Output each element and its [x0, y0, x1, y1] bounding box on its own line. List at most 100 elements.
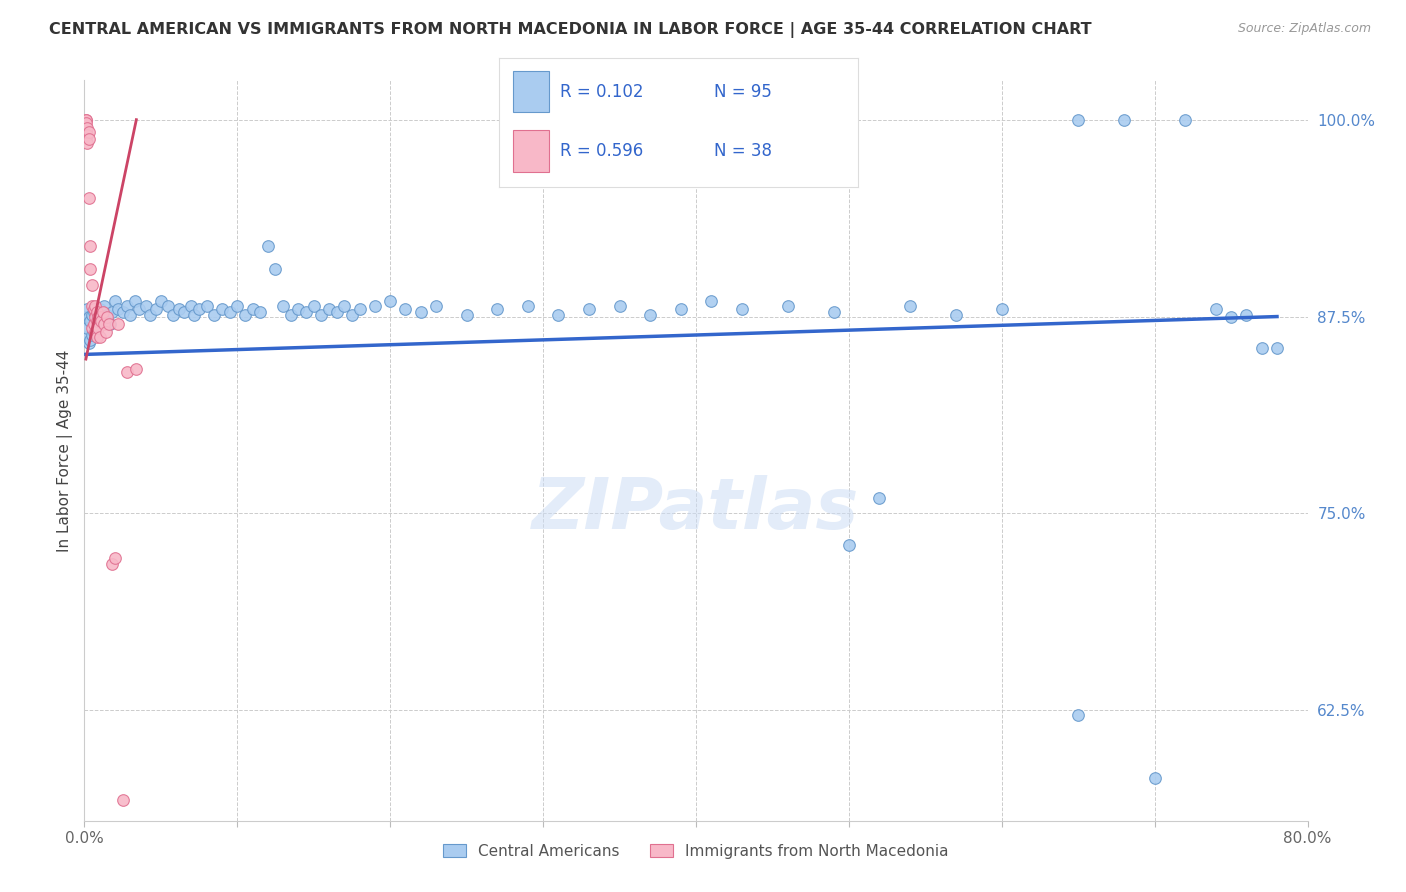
- Point: [75, 112, 97, 127]
- Text: Source: ZipAtlas.com: Source: ZipAtlas.com: [1237, 22, 1371, 36]
- Point: [83, 326, 105, 340]
- Point: [90, 314, 112, 328]
- Point: [183, 308, 205, 322]
- Point: [318, 301, 340, 316]
- Point: [638, 308, 661, 322]
- Point: [96, 308, 118, 322]
- Text: N = 38: N = 38: [714, 142, 772, 160]
- Point: [869, 491, 891, 505]
- Point: [776, 299, 799, 313]
- Point: [340, 308, 363, 322]
- Text: ZIPatlas: ZIPatlas: [533, 475, 859, 544]
- Point: [79, 238, 101, 252]
- Point: [111, 793, 134, 807]
- Point: [162, 308, 184, 322]
- Point: [79, 333, 101, 347]
- Point: [609, 299, 631, 313]
- Point: [242, 301, 264, 316]
- Point: [80, 328, 103, 343]
- Point: [75, 116, 97, 130]
- Point: [669, 301, 692, 316]
- Point: [456, 308, 478, 322]
- Point: [991, 301, 1014, 316]
- Point: [578, 301, 600, 316]
- Point: [98, 318, 121, 332]
- Point: [77, 310, 100, 324]
- Point: [1067, 112, 1090, 127]
- Point: [1250, 341, 1272, 355]
- Point: [325, 305, 347, 319]
- Point: [271, 299, 294, 313]
- Point: [547, 308, 569, 322]
- Point: [75, 112, 97, 127]
- Point: [218, 305, 240, 319]
- Point: [91, 305, 114, 319]
- Point: [86, 330, 108, 344]
- Point: [107, 318, 129, 332]
- Point: [211, 301, 233, 316]
- Point: [87, 320, 110, 334]
- Point: [87, 310, 110, 324]
- Text: N = 95: N = 95: [714, 83, 772, 101]
- Point: [111, 305, 134, 319]
- Point: [77, 191, 100, 205]
- Point: [128, 301, 150, 316]
- Point: [96, 310, 118, 324]
- Point: [823, 305, 845, 319]
- Point: [1236, 308, 1258, 322]
- Point: [264, 262, 287, 277]
- Point: [180, 299, 202, 313]
- Bar: [513, 71, 550, 112]
- Point: [945, 308, 967, 322]
- Point: [80, 308, 103, 322]
- Point: [84, 318, 107, 332]
- Point: [188, 301, 211, 316]
- Point: [486, 301, 509, 316]
- Point: [93, 299, 115, 313]
- Point: [838, 538, 860, 552]
- Y-axis label: In Labor Force | Age 35-44: In Labor Force | Age 35-44: [58, 350, 73, 551]
- Point: [394, 301, 416, 316]
- Point: [84, 299, 107, 313]
- Point: [425, 299, 447, 313]
- Point: [79, 314, 101, 328]
- Point: [120, 308, 142, 322]
- Point: [76, 301, 98, 316]
- Point: [80, 278, 103, 293]
- Point: [89, 318, 111, 332]
- Point: [89, 330, 111, 344]
- Point: [84, 326, 107, 340]
- Point: [202, 308, 225, 322]
- Point: [115, 365, 138, 379]
- Point: [1143, 771, 1166, 785]
- Point: [700, 293, 723, 308]
- Point: [86, 314, 108, 328]
- Point: [302, 299, 325, 313]
- Point: [349, 301, 371, 316]
- Point: [280, 308, 302, 322]
- Point: [125, 361, 148, 376]
- Point: [173, 305, 195, 319]
- Point: [75, 310, 97, 324]
- Point: [409, 305, 432, 319]
- Legend: Central Americans, Immigrants from North Macedonia: Central Americans, Immigrants from North…: [437, 838, 955, 865]
- Point: [139, 308, 162, 322]
- Point: [101, 557, 124, 571]
- Point: [1174, 112, 1197, 127]
- Point: [83, 301, 105, 316]
- Point: [76, 136, 98, 151]
- Point: [295, 305, 318, 319]
- Point: [1114, 112, 1136, 127]
- Point: [149, 293, 172, 308]
- Point: [167, 301, 190, 316]
- Point: [249, 305, 271, 319]
- Point: [1067, 708, 1090, 723]
- Point: [77, 336, 100, 351]
- Point: [195, 299, 218, 313]
- Point: [135, 299, 157, 313]
- Point: [76, 128, 98, 143]
- Point: [107, 301, 129, 316]
- Point: [1220, 310, 1243, 324]
- Point: [311, 308, 333, 322]
- Point: [115, 299, 138, 313]
